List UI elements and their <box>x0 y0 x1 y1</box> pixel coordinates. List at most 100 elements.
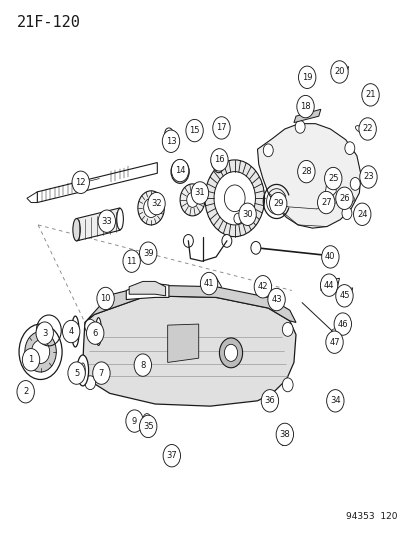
Circle shape <box>330 329 337 337</box>
Circle shape <box>332 397 338 405</box>
Polygon shape <box>76 208 120 241</box>
Circle shape <box>344 142 354 155</box>
Text: 23: 23 <box>362 173 373 181</box>
Circle shape <box>320 274 337 296</box>
Text: 12: 12 <box>75 178 86 187</box>
Circle shape <box>98 210 115 232</box>
Polygon shape <box>126 284 169 300</box>
Circle shape <box>163 445 180 467</box>
Ellipse shape <box>218 123 226 135</box>
Circle shape <box>147 192 165 215</box>
Text: 21: 21 <box>364 91 375 99</box>
Circle shape <box>68 362 85 384</box>
Circle shape <box>341 319 349 329</box>
Circle shape <box>267 288 285 311</box>
Text: 30: 30 <box>242 210 252 219</box>
Text: 1: 1 <box>28 356 33 364</box>
Circle shape <box>302 78 309 87</box>
Ellipse shape <box>24 387 30 393</box>
Text: 7: 7 <box>99 369 104 377</box>
Circle shape <box>335 285 352 307</box>
Text: 35: 35 <box>142 422 153 431</box>
Circle shape <box>282 322 292 336</box>
Circle shape <box>183 235 193 247</box>
Circle shape <box>212 117 230 139</box>
Circle shape <box>204 280 213 290</box>
Ellipse shape <box>283 435 291 441</box>
Polygon shape <box>27 192 37 203</box>
Circle shape <box>164 128 173 139</box>
Circle shape <box>134 354 151 376</box>
Circle shape <box>97 287 114 310</box>
Text: 44: 44 <box>323 281 334 289</box>
Polygon shape <box>324 181 335 197</box>
Circle shape <box>175 165 185 178</box>
Circle shape <box>269 192 286 215</box>
Circle shape <box>214 172 255 225</box>
Circle shape <box>143 198 158 217</box>
Circle shape <box>257 280 267 293</box>
Circle shape <box>17 381 34 403</box>
Circle shape <box>185 119 203 142</box>
Circle shape <box>138 191 164 225</box>
Circle shape <box>123 250 140 272</box>
Circle shape <box>359 166 376 188</box>
Circle shape <box>321 246 338 268</box>
Text: 33: 33 <box>101 217 112 225</box>
Text: 31: 31 <box>194 189 205 197</box>
Polygon shape <box>334 67 348 77</box>
Text: 27: 27 <box>320 198 331 207</box>
Text: 16: 16 <box>214 156 224 164</box>
Circle shape <box>19 324 62 379</box>
Circle shape <box>358 118 375 140</box>
Circle shape <box>86 322 104 344</box>
Circle shape <box>349 177 359 190</box>
Text: 4: 4 <box>69 327 74 336</box>
Text: 43: 43 <box>271 295 281 304</box>
Text: 5: 5 <box>74 369 79 377</box>
Circle shape <box>264 392 274 405</box>
Polygon shape <box>37 163 157 203</box>
Circle shape <box>267 395 272 402</box>
Text: 3: 3 <box>42 329 47 337</box>
Circle shape <box>180 184 204 216</box>
Text: 9: 9 <box>132 417 137 425</box>
Circle shape <box>22 349 40 371</box>
Circle shape <box>260 284 265 290</box>
Circle shape <box>204 160 264 237</box>
Circle shape <box>263 144 273 157</box>
Circle shape <box>238 203 256 225</box>
Text: 15: 15 <box>189 126 199 135</box>
Text: 24: 24 <box>356 210 367 219</box>
Circle shape <box>331 281 337 289</box>
Text: 47: 47 <box>328 338 339 346</box>
Text: 46: 46 <box>337 320 347 328</box>
Polygon shape <box>320 278 339 290</box>
Polygon shape <box>257 124 360 228</box>
Text: 17: 17 <box>216 124 226 132</box>
Circle shape <box>31 340 50 364</box>
Text: 6: 6 <box>93 329 97 337</box>
Circle shape <box>326 390 343 412</box>
Circle shape <box>250 241 260 254</box>
Circle shape <box>254 276 271 298</box>
Circle shape <box>335 187 352 209</box>
Text: 94353  120: 94353 120 <box>345 512 396 521</box>
Circle shape <box>341 207 351 220</box>
Circle shape <box>143 414 150 423</box>
Text: 28: 28 <box>300 167 311 176</box>
Ellipse shape <box>77 355 88 386</box>
Ellipse shape <box>116 208 123 230</box>
Circle shape <box>219 338 242 368</box>
Circle shape <box>321 283 327 290</box>
Ellipse shape <box>73 219 80 241</box>
Circle shape <box>224 185 244 212</box>
Text: 14: 14 <box>174 166 185 175</box>
Ellipse shape <box>212 149 224 173</box>
Circle shape <box>171 160 189 183</box>
Circle shape <box>261 390 278 412</box>
Text: 37: 37 <box>166 451 177 460</box>
Circle shape <box>330 61 347 83</box>
Ellipse shape <box>71 316 79 347</box>
Ellipse shape <box>347 195 354 201</box>
